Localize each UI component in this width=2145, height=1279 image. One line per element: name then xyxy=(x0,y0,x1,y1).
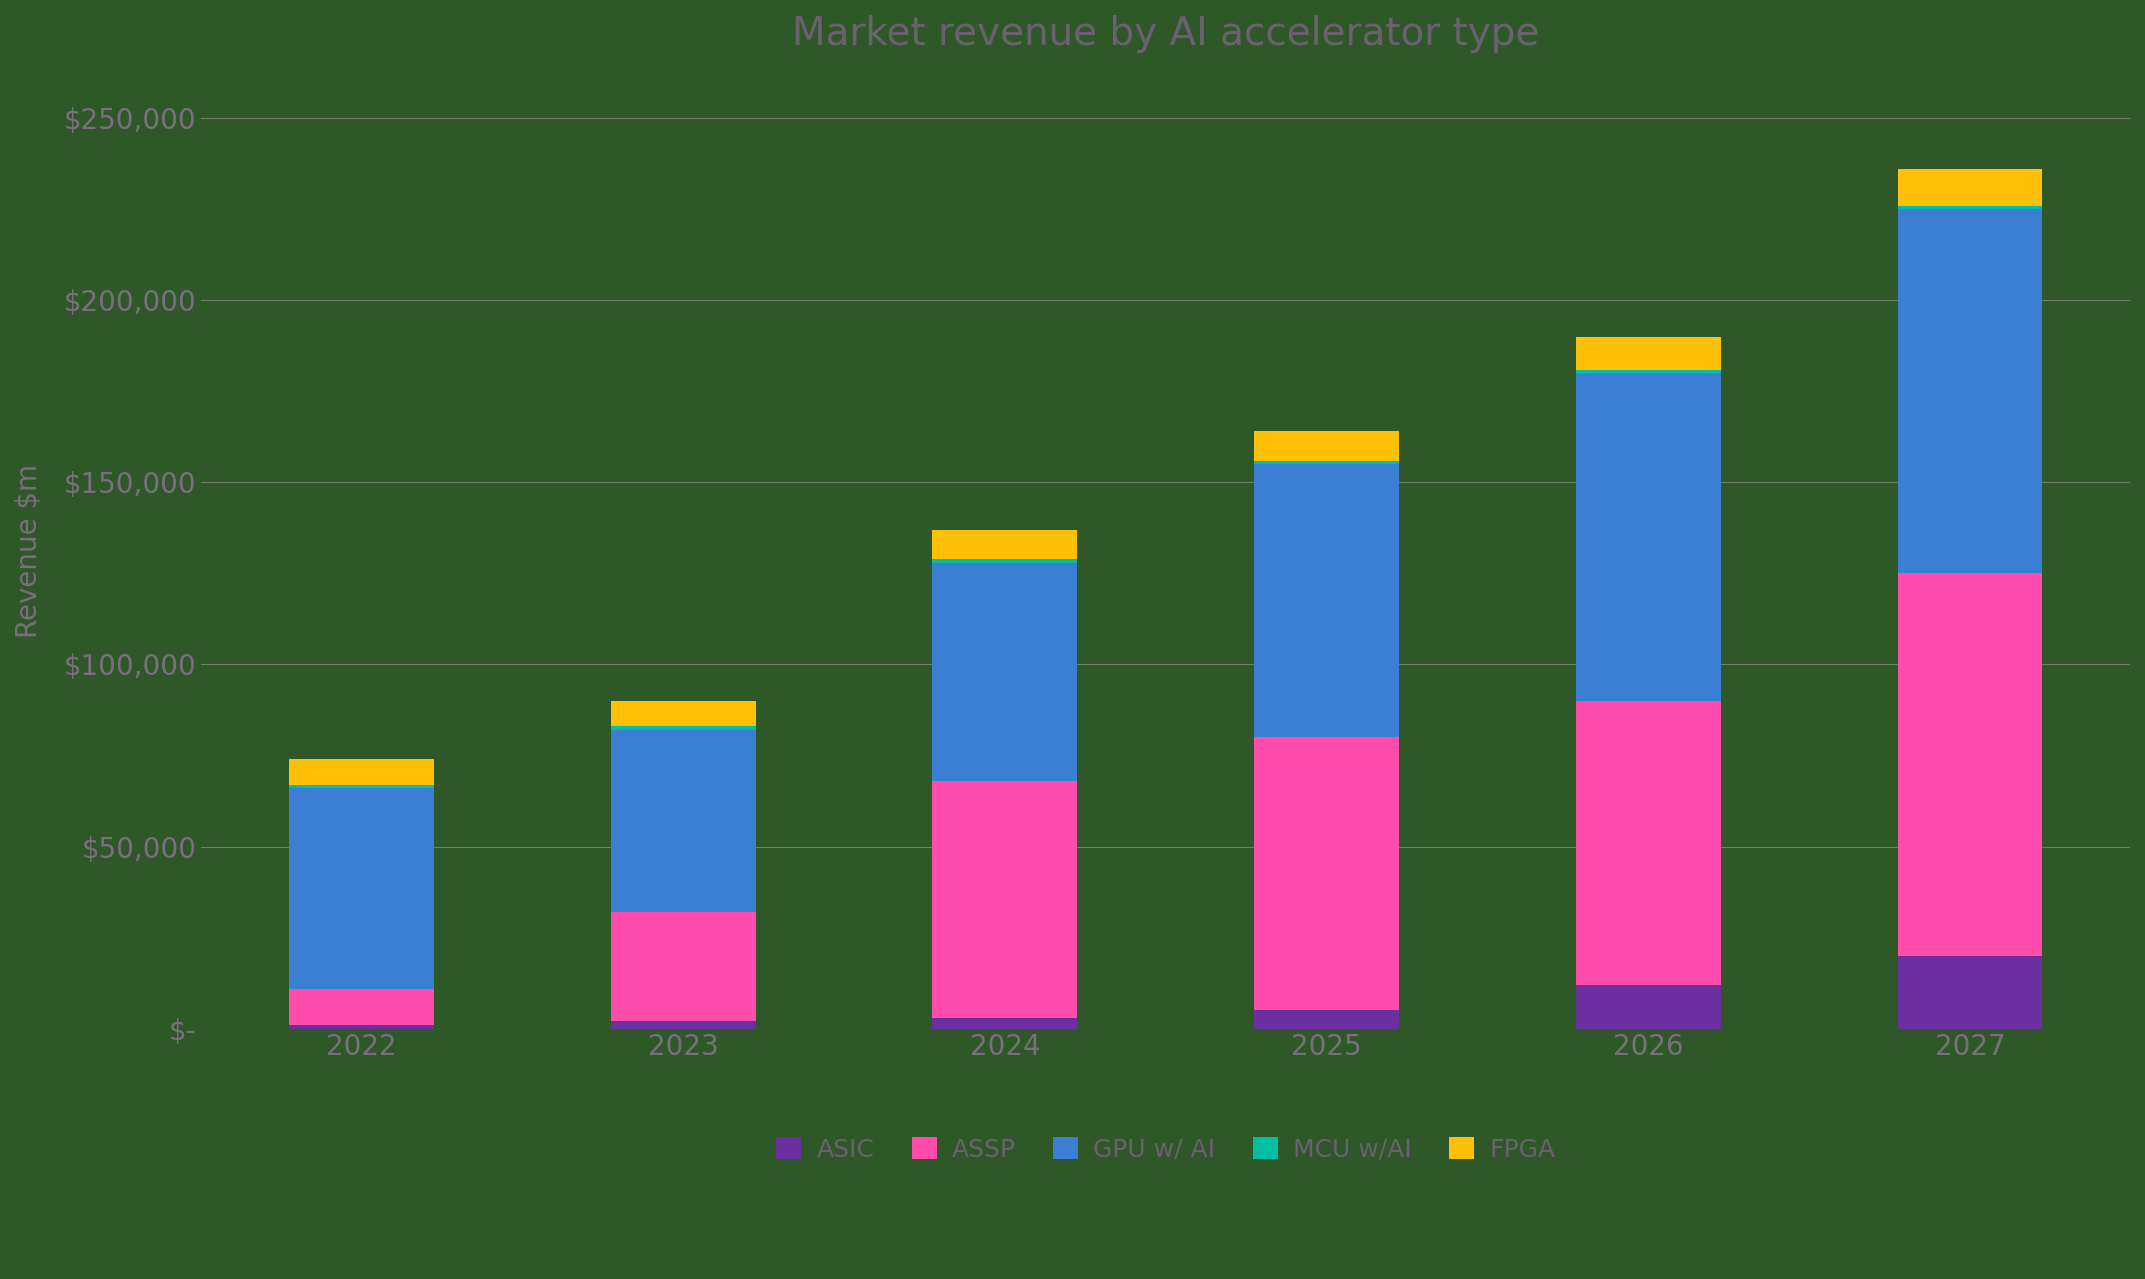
Bar xyxy=(933,559,1077,563)
Bar xyxy=(1577,985,1720,1028)
Bar xyxy=(1898,169,2042,206)
Bar xyxy=(1898,210,2042,573)
Bar xyxy=(290,989,433,1024)
Title: Market revenue by AI accelerator type: Market revenue by AI accelerator type xyxy=(792,15,1540,52)
Bar xyxy=(933,1018,1077,1028)
Bar xyxy=(1577,370,1720,373)
Bar xyxy=(1255,431,1399,460)
Bar xyxy=(1898,573,2042,955)
Bar xyxy=(290,788,433,989)
Bar xyxy=(1577,701,1720,985)
Legend: ASIC, ASSP, GPU w/ AI, MCU w/AI, FPGA: ASIC, ASSP, GPU w/ AI, MCU w/AI, FPGA xyxy=(766,1127,1566,1172)
Bar xyxy=(290,784,433,788)
Bar xyxy=(290,760,433,784)
Bar xyxy=(1255,737,1399,1010)
Bar xyxy=(933,781,1077,1018)
Bar xyxy=(1898,955,2042,1028)
Bar xyxy=(1577,373,1720,701)
Bar xyxy=(1577,336,1720,370)
Bar xyxy=(611,730,755,912)
Bar xyxy=(1255,464,1399,737)
Bar xyxy=(933,530,1077,559)
Bar xyxy=(611,1022,755,1028)
Y-axis label: Revenue $m: Revenue $m xyxy=(15,463,43,638)
Bar xyxy=(933,563,1077,781)
Bar xyxy=(1255,1010,1399,1028)
Bar xyxy=(611,726,755,730)
Bar xyxy=(1898,206,2042,210)
Bar xyxy=(611,701,755,726)
Bar xyxy=(1255,460,1399,464)
Bar xyxy=(611,912,755,1022)
Bar xyxy=(290,1024,433,1028)
